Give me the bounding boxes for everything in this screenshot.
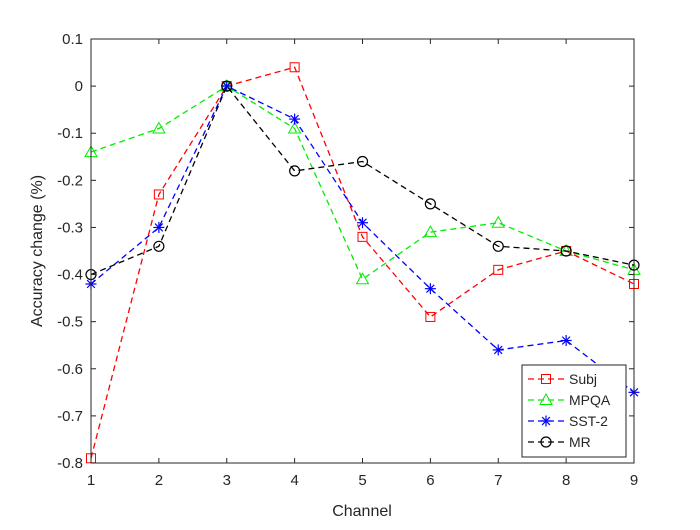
data-point xyxy=(221,80,233,92)
data-point xyxy=(491,215,506,228)
x-tick-label: 1 xyxy=(87,472,95,489)
y-tick-label: -0.1 xyxy=(57,125,83,142)
legend-label: SST-2 xyxy=(569,413,608,429)
data-point xyxy=(423,225,438,238)
legend-marker xyxy=(540,415,552,427)
y-tick-label: 0.1 xyxy=(62,31,83,48)
data-point xyxy=(152,121,166,134)
data-point xyxy=(425,311,436,322)
x-tick-label: 7 xyxy=(494,472,502,489)
legend-marker xyxy=(541,374,551,384)
data-point xyxy=(424,198,436,210)
series-line xyxy=(90,66,635,459)
y-tick-label: -0.6 xyxy=(57,361,83,378)
data-point xyxy=(492,344,504,356)
data-point xyxy=(355,272,370,285)
series-line xyxy=(90,84,635,276)
data-point xyxy=(289,62,300,73)
y-tick-label: -0.3 xyxy=(57,219,83,236)
legend-label: MPQA xyxy=(569,392,611,408)
y-tick-label: -0.8 xyxy=(57,455,83,472)
x-tick-label: 9 xyxy=(630,472,638,489)
x-tick-label: 2 xyxy=(155,472,163,489)
data-point xyxy=(560,335,572,347)
x-axis-label: Channel xyxy=(332,503,392,520)
x-tick-label: 6 xyxy=(426,472,434,489)
legend-item: MPQA xyxy=(528,392,611,408)
data-point xyxy=(289,113,301,125)
x-tick-label: 5 xyxy=(358,472,366,489)
data-point xyxy=(287,121,302,134)
data-point xyxy=(357,231,368,242)
axis-layer: 1 2 3 4 5 6 7 8 9 0.1 0 -0.1 -0.2 -0.3 -0.4 -0.5 -0.6 -0.… xyxy=(57,31,638,489)
y-tick-label: -0.2 xyxy=(57,172,83,189)
y-tick-label: 0 xyxy=(75,78,83,95)
x-tick-label: 4 xyxy=(290,472,298,489)
x-tick-label: 8 xyxy=(562,472,570,489)
legend-item: MR xyxy=(528,434,591,450)
series-mr xyxy=(85,80,640,281)
legend-label: MR xyxy=(569,434,591,450)
y-tick-label: -0.5 xyxy=(57,314,83,331)
data-point xyxy=(289,165,301,177)
legend-item: Subj xyxy=(528,371,597,387)
data-point xyxy=(153,189,164,200)
data-point xyxy=(356,155,369,168)
data-point xyxy=(560,245,572,257)
y-tick-label: -0.4 xyxy=(57,267,83,284)
x-tick-label: 3 xyxy=(223,472,231,489)
data-point xyxy=(357,217,368,229)
legend: Subj MPQA SST-2 MR xyxy=(521,364,627,458)
data-point xyxy=(153,221,165,233)
y-tick-label: -0.7 xyxy=(57,408,83,425)
series-layer xyxy=(84,62,641,464)
legend-marker xyxy=(540,436,552,448)
data-point xyxy=(153,240,165,252)
legend-label: Subj xyxy=(569,371,597,387)
data-point xyxy=(492,240,504,252)
y-axis-label: Accuracy change (%) xyxy=(29,175,46,327)
data-point xyxy=(424,283,436,295)
legend-item: SST-2 xyxy=(528,413,608,429)
legend-marker xyxy=(539,392,553,405)
data-point xyxy=(493,264,504,275)
